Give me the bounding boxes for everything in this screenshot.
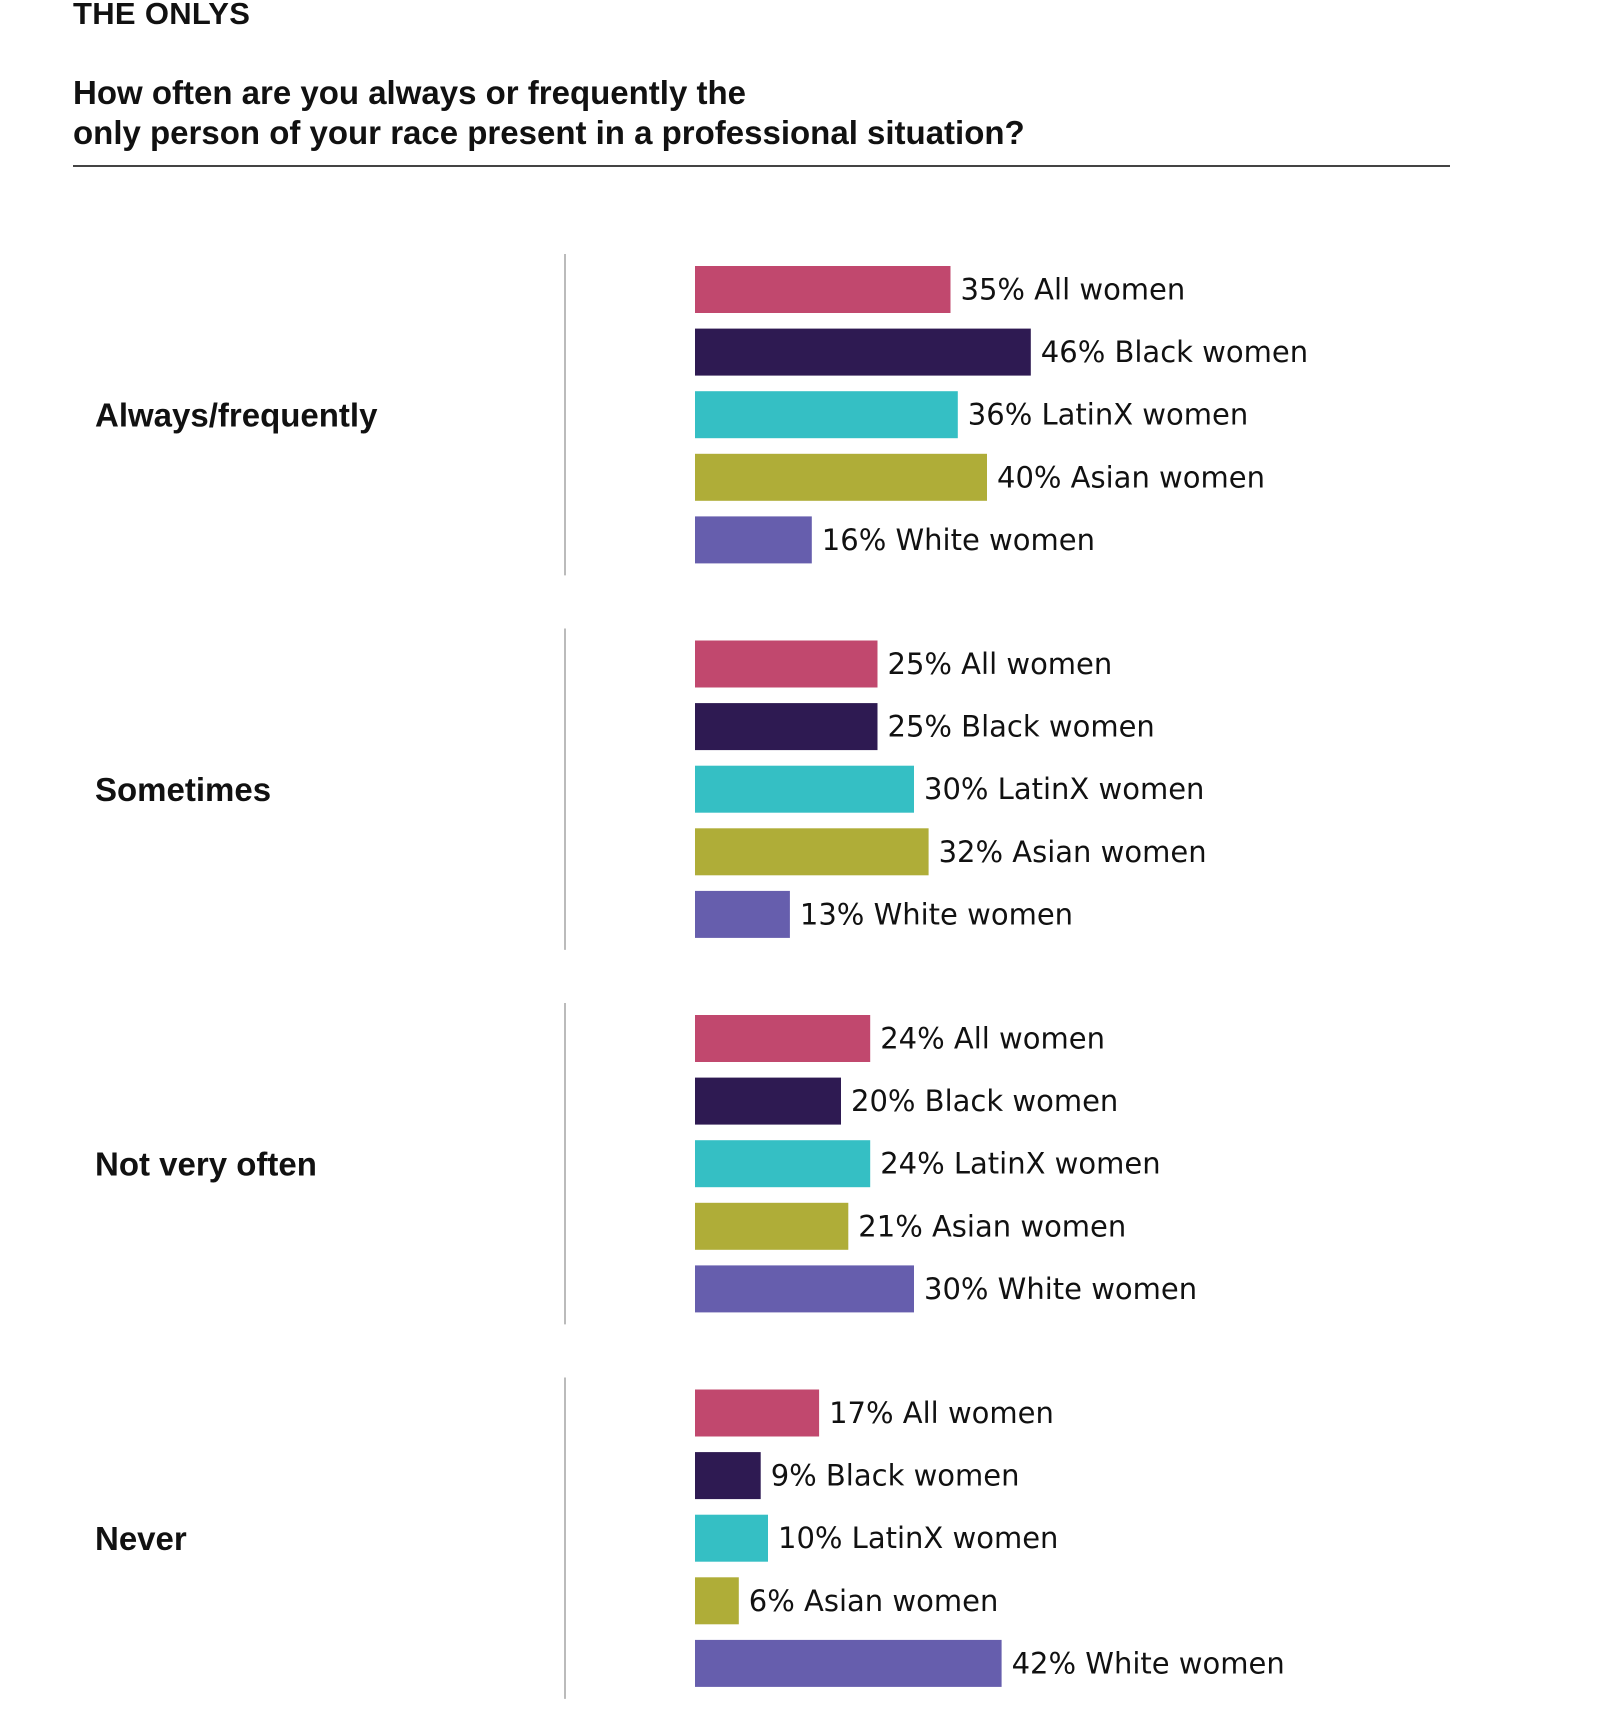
bar-not-very-often-asian-women — [695, 1202, 849, 1250]
bar-never-latinx-women — [695, 1514, 768, 1562]
bar-label-always-frequently-asian-women: 40% Asian women — [997, 460, 1265, 494]
bar-label-sometimes-latinx-women: 30% LatinX women — [924, 772, 1204, 806]
bar-label-not-very-often-black-women: 20% Black women — [851, 1084, 1118, 1118]
bar-not-very-often-latinx-women — [695, 1140, 871, 1188]
bar-always-frequently-asian-women — [695, 453, 987, 501]
bar-label-always-frequently-latinx-women: 36% LatinX women — [968, 398, 1248, 432]
bar-label-always-frequently-black-women: 46% Black women — [1041, 335, 1308, 369]
bar-never-white-women — [695, 1639, 1002, 1687]
bar-not-very-often-white-women — [695, 1265, 914, 1313]
bar-label-not-very-often-all-women: 24% All women — [880, 1022, 1105, 1056]
title-rule — [73, 165, 1450, 167]
bar-label-not-very-often-white-women: 30% White women — [924, 1272, 1197, 1306]
chart-question: How often are you always or frequently t… — [73, 73, 1025, 153]
bar-label-always-frequently-white-women: 16% White women — [822, 523, 1095, 557]
bar-sometimes-asian-women — [695, 828, 929, 876]
bar-never-asian-women — [695, 1577, 739, 1625]
category-label-always-frequently: Always/frequently — [95, 397, 378, 434]
bar-sometimes-all-women — [695, 640, 878, 688]
category-label-sometimes: Sometimes — [95, 771, 271, 808]
bar-always-frequently-all-women — [695, 266, 951, 313]
bar-label-never-white-women: 42% White women — [1012, 1646, 1285, 1680]
bar-sometimes-white-women — [695, 890, 790, 938]
bar-label-never-asian-women: 6% Asian women — [749, 1584, 999, 1618]
bar-label-never-black-women: 9% Black women — [771, 1459, 1020, 1493]
bar-not-very-often-all-women — [695, 1015, 871, 1062]
bar-sometimes-latinx-women — [695, 765, 914, 813]
question-line-2: only person of your race present in a pr… — [73, 114, 1025, 151]
bar-always-frequently-white-women — [695, 516, 812, 564]
category-label-never: Never — [95, 1520, 187, 1557]
bar-not-very-often-black-women — [695, 1077, 841, 1125]
bar-label-never-all-women: 17% All women — [829, 1396, 1054, 1430]
bar-label-never-latinx-women: 10% LatinX women — [778, 1521, 1058, 1555]
bar-label-always-frequently-all-women: 35% All women — [961, 273, 1186, 307]
question-line-1: How often are you always or frequently t… — [73, 74, 746, 111]
bar-label-not-very-often-asian-women: 21% Asian women — [858, 1209, 1126, 1243]
bar-label-sometimes-white-women: 13% White women — [800, 897, 1073, 931]
bar-label-sometimes-all-women: 25% All women — [888, 647, 1113, 681]
bar-label-not-very-often-latinx-women: 24% LatinX women — [880, 1147, 1160, 1181]
bar-never-all-women — [695, 1389, 820, 1437]
kicker-title: THE ONLYS — [73, 0, 251, 31]
bar-never-black-women — [695, 1452, 761, 1500]
category-label-not-very-often: Not very often — [95, 1146, 317, 1183]
bar-sometimes-black-women — [695, 703, 878, 751]
bar-always-frequently-black-women — [695, 328, 1031, 376]
bar-always-frequently-latinx-women — [695, 391, 958, 439]
bar-label-sometimes-black-women: 25% Black women — [888, 710, 1155, 744]
bar-label-sometimes-asian-women: 32% Asian women — [939, 835, 1207, 869]
